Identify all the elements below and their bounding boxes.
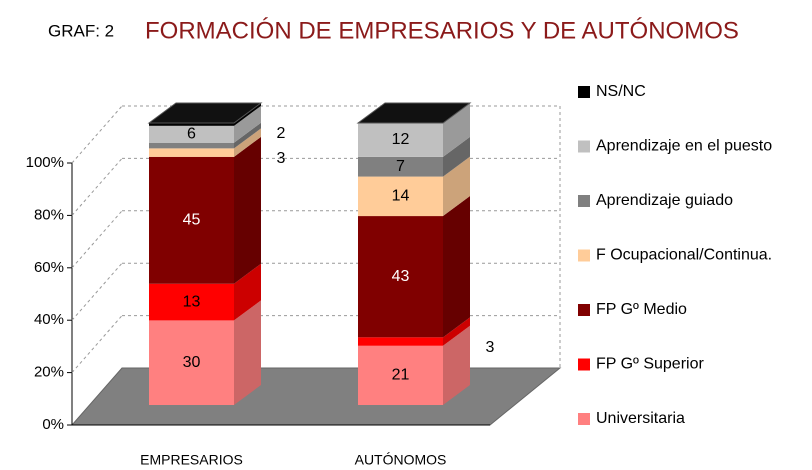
bar-top xyxy=(147,102,263,124)
floor xyxy=(70,367,562,426)
bar-side xyxy=(443,196,470,338)
bar-side xyxy=(234,136,261,284)
data-label: 12 xyxy=(392,131,410,148)
bar-segment xyxy=(358,337,443,346)
legend-label: FP Gº Medio xyxy=(596,301,687,318)
legend-label: Universitaria xyxy=(596,410,685,427)
legend-label: F Ocupacional/Continua. xyxy=(596,247,772,264)
legend-swatch xyxy=(578,195,590,207)
bar-segment xyxy=(149,123,234,126)
bar-segment xyxy=(149,320,234,405)
grid-line xyxy=(71,105,123,164)
bar-side xyxy=(443,136,470,177)
bar-segment xyxy=(358,123,443,157)
bar-side xyxy=(234,300,261,405)
data-label: 45 xyxy=(183,212,201,229)
bar-segment xyxy=(149,142,234,149)
legend-swatch xyxy=(578,140,590,153)
bar-segment xyxy=(149,283,234,321)
bar-side xyxy=(443,156,470,217)
bar-side xyxy=(443,103,470,157)
legend-swatch xyxy=(578,249,590,262)
data-label: 43 xyxy=(392,268,410,285)
bar-segment xyxy=(149,148,234,157)
grid-line xyxy=(71,210,123,269)
bar-side xyxy=(234,263,261,321)
grid-line xyxy=(71,158,123,216)
data-label: 13 xyxy=(183,293,201,310)
bar-side xyxy=(234,105,261,143)
bar-segment xyxy=(358,176,443,217)
grid-line xyxy=(71,315,123,373)
legend-swatch xyxy=(578,86,590,98)
legend-swatch xyxy=(578,304,590,316)
data-label: 14 xyxy=(392,188,410,205)
data-label: 3 xyxy=(277,150,286,167)
bar-segment xyxy=(358,345,443,405)
y-tick-label: 20% xyxy=(34,364,64,381)
data-label: 2 xyxy=(277,125,286,142)
bar-side xyxy=(234,128,261,157)
data-label: 30 xyxy=(183,354,201,371)
legend-label: Aprendizaje en el puesto xyxy=(596,138,772,155)
bar-top xyxy=(356,102,472,124)
legend-label: FP Gº Superior xyxy=(596,356,704,373)
data-label: 3 xyxy=(486,339,495,356)
legend-label: Aprendizaje guiado xyxy=(596,192,733,209)
legend-swatch xyxy=(578,358,590,371)
bar-side xyxy=(443,317,470,346)
data-label: 7 xyxy=(396,158,405,175)
bar-side xyxy=(234,103,261,126)
chart-label: GRAF: 2 xyxy=(48,21,114,40)
grid-line xyxy=(71,262,123,321)
data-label: 6 xyxy=(187,125,196,142)
y-tick-label: 80% xyxy=(34,206,64,223)
bar-side xyxy=(443,325,470,405)
x-tick-label: EMPRESARIOS xyxy=(140,452,243,468)
legend-swatch xyxy=(578,413,590,425)
bar-segment xyxy=(149,125,234,143)
y-tick-label: 40% xyxy=(34,311,64,328)
bar-side xyxy=(234,122,261,149)
y-tick-label: 100% xyxy=(26,154,64,171)
data-label: 21 xyxy=(392,367,410,384)
legend-label: NS/NC xyxy=(596,83,646,100)
bar-segment xyxy=(149,156,234,284)
x-tick-label: AUTÓNOMOS xyxy=(355,452,447,468)
y-tick-label: 60% xyxy=(34,259,64,276)
bar-segment xyxy=(358,216,443,338)
y-tick-label: 0% xyxy=(42,416,64,433)
chart-title: FORMACIÓN DE EMPRESARIOS Y DE AUTÓNOMOS xyxy=(145,17,739,44)
bar-segment xyxy=(358,156,443,177)
